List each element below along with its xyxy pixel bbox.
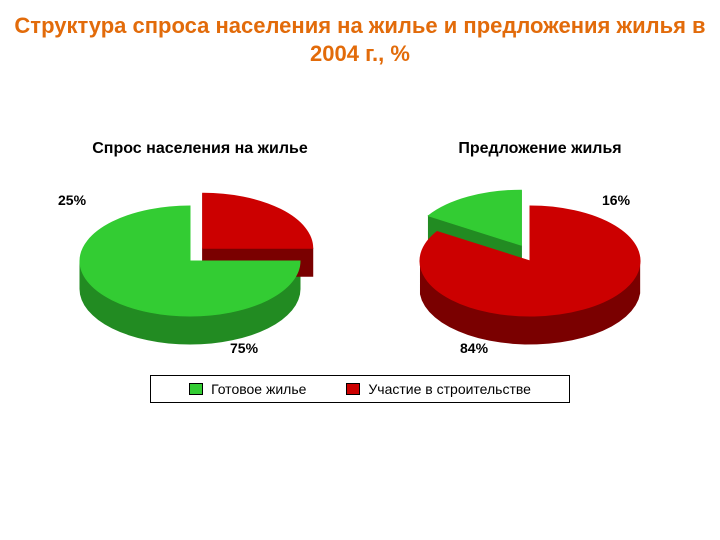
chart-demand-label-0: 75%	[230, 340, 258, 356]
chart-demand-label-1: 25%	[58, 192, 86, 208]
chart-supply-label-0: 16%	[602, 192, 630, 208]
chart-demand-pie	[22, 148, 358, 402]
legend-item-1: Участие в строительстве	[346, 381, 531, 397]
chart-supply-pie	[362, 148, 698, 402]
legend: Готовое жилье Участие в строительстве	[150, 375, 570, 403]
page-title: Структура спроса населения на жилье и пр…	[0, 12, 720, 67]
legend-swatch-0	[189, 383, 203, 395]
legend-label-0: Готовое жилье	[211, 381, 306, 397]
page: Структура спроса населения на жилье и пр…	[0, 0, 720, 540]
legend-item-0: Готовое жилье	[189, 381, 306, 397]
chart-supply-label-1: 84%	[460, 340, 488, 356]
legend-label-1: Участие в строительстве	[368, 381, 531, 397]
legend-swatch-1	[346, 383, 360, 395]
